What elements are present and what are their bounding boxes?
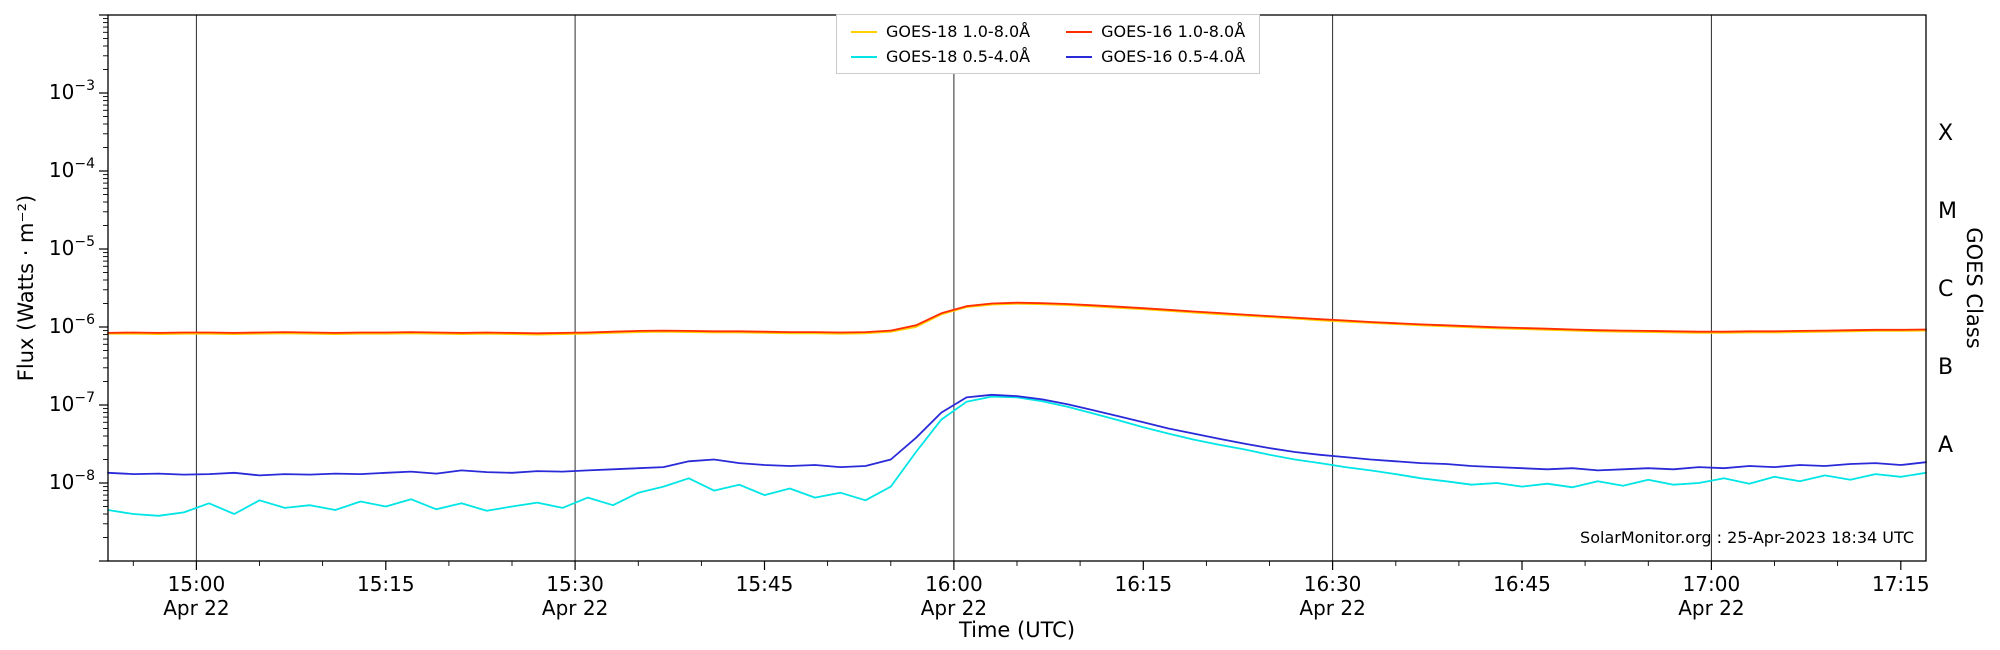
- legend-item-goes18-short: GOES-18 0.5-4.0Å: [851, 47, 1030, 66]
- legend-label-goes16-long: GOES-16 1.0-8.0Å: [1101, 22, 1246, 41]
- y-axis-ticks: 10−8 10−7 10−6 10−5 10−4 10−3: [49, 14, 108, 562]
- vertical-gridlines: [195, 15, 1712, 561]
- goes-class-letter: X: [1938, 121, 1953, 146]
- y-tick-label: 10−5: [49, 234, 95, 260]
- x-tick-label: 16:30: [1304, 572, 1362, 596]
- x-tick-label: 15:45: [736, 572, 794, 596]
- right-axis-label: GOES Class: [1962, 227, 1986, 349]
- y-tick-label: 10−4: [49, 156, 95, 182]
- goes-class-letters: X M C B A: [1938, 121, 1957, 458]
- watermark-text: SolarMonitor.org : 25-Apr-2023 18:34 UTC: [1580, 528, 1914, 547]
- plot-frame: [107, 14, 1927, 562]
- legend-swatch-goes18-short: [851, 55, 877, 58]
- x-tick-date: Apr 22: [163, 596, 229, 620]
- goes-class-letter: C: [1938, 277, 1953, 302]
- flux-series-lines: [107, 301, 1927, 517]
- y-axis-label: Flux (Watts · m⁻²): [14, 194, 38, 382]
- x-axis-label: Time (UTC): [958, 618, 1076, 642]
- legend-label-goes18-long: GOES-18 1.0-8.0Å: [886, 22, 1031, 41]
- x-tick-date: Apr 22: [921, 596, 987, 620]
- x-tick-label: 16:45: [1493, 572, 1551, 596]
- legend-label-goes18-short: GOES-18 0.5-4.0Å: [886, 47, 1031, 66]
- x-tick-label: 17:15: [1872, 572, 1930, 596]
- legend-swatch-goes18-long: [851, 30, 877, 33]
- y-tick-label: 10−3: [49, 78, 95, 104]
- legend-item-goes16-long: GOES-16 1.0-8.0Å: [1066, 22, 1245, 41]
- y-tick-label: 10−6: [49, 312, 95, 338]
- x-tick-label: 16:00: [925, 572, 983, 596]
- legend-item-goes16-short: GOES-16 0.5-4.0Å: [1066, 47, 1245, 66]
- x-tick-label: 15:00: [168, 572, 226, 596]
- goes-class-letter: M: [1938, 199, 1957, 224]
- x-tick-label: 17:00: [1683, 572, 1741, 596]
- y-tick-label: 10−7: [49, 390, 95, 416]
- legend-label-goes16-short: GOES-16 0.5-4.0Å: [1101, 47, 1246, 66]
- x-tick-label: 16:15: [1114, 572, 1172, 596]
- legend-item-goes18-long: GOES-18 1.0-8.0Å: [851, 22, 1030, 41]
- x-tick-label: 15:15: [357, 572, 415, 596]
- y-tick-label: 10−8: [49, 468, 95, 494]
- goes-class-letter: A: [1938, 433, 1953, 458]
- goes-class-letter: B: [1938, 355, 1953, 380]
- x-tick-date: Apr 22: [1299, 596, 1365, 620]
- x-tick-date: Apr 22: [1678, 596, 1744, 620]
- legend-swatch-goes16-short: [1066, 55, 1093, 58]
- legend-swatch-goes16-long: [1066, 30, 1093, 33]
- x-tick-date: Apr 22: [542, 596, 608, 620]
- legend: GOES-18 1.0-8.0Å GOES-18 0.5-4.0Å GOES-1…: [836, 14, 1261, 74]
- x-tick-label: 15:30: [546, 572, 604, 596]
